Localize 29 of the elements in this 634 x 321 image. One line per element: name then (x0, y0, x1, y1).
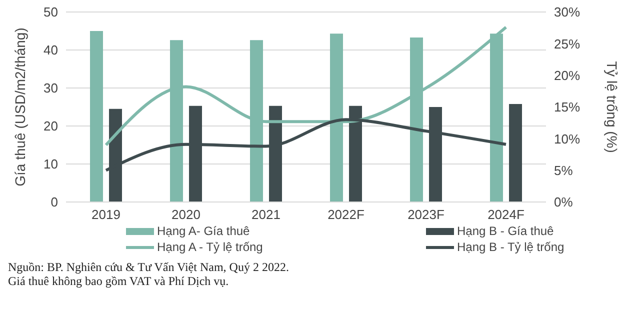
legend-label: Hạng A - Tỷ lệ trống (157, 240, 263, 254)
y-tick-label: 10 (44, 156, 58, 172)
text: Nguồn: BP. Nghiên cứu & Tư Vấn Việt Nam, Quý 2 2022. (8, 260, 290, 274)
y2-tick-label: 10% (554, 131, 580, 146)
y2-tick-label: 5% (554, 162, 574, 178)
x-tick-label: 2020 (172, 207, 200, 222)
y-tick-label: 0 (50, 194, 58, 210)
x-tick-label: 2021 (252, 207, 280, 222)
y2-tick-label: 15% (554, 100, 580, 115)
bar (509, 104, 522, 202)
legend-label: Hạng B - Gía thuê (457, 224, 554, 238)
y2-axis-title: Tỷ lệ trống (%) (604, 61, 620, 153)
text: Giá thuê không bao gồm VAT và Phí Dịch vụ. (8, 274, 230, 288)
x-tick-label: 2019 (92, 207, 120, 222)
y2-tick-label: 20% (554, 68, 580, 83)
legend-label: Hạng B - Tỷ lệ trống (457, 240, 564, 254)
x-tick-label: 2023F (408, 207, 444, 222)
x-tick-label: 2024F (488, 207, 524, 222)
y-tick-label: 20 (44, 118, 58, 134)
y-axis-title: Gía thuê (USD/m2/tháng) (12, 28, 28, 186)
y2-tick-label: 30% (554, 4, 580, 20)
y2-tick-label: 0% (554, 194, 574, 210)
y-tick-label: 30 (44, 80, 58, 96)
y-tick-label: 40 (44, 42, 58, 58)
y2-tick-label: 25% (554, 36, 580, 52)
bar (90, 31, 103, 202)
x-tick-label: 2022F (328, 207, 364, 222)
legend-label: Hạng A- Gía thuê (157, 224, 250, 238)
y-tick-label: 50 (44, 4, 58, 20)
